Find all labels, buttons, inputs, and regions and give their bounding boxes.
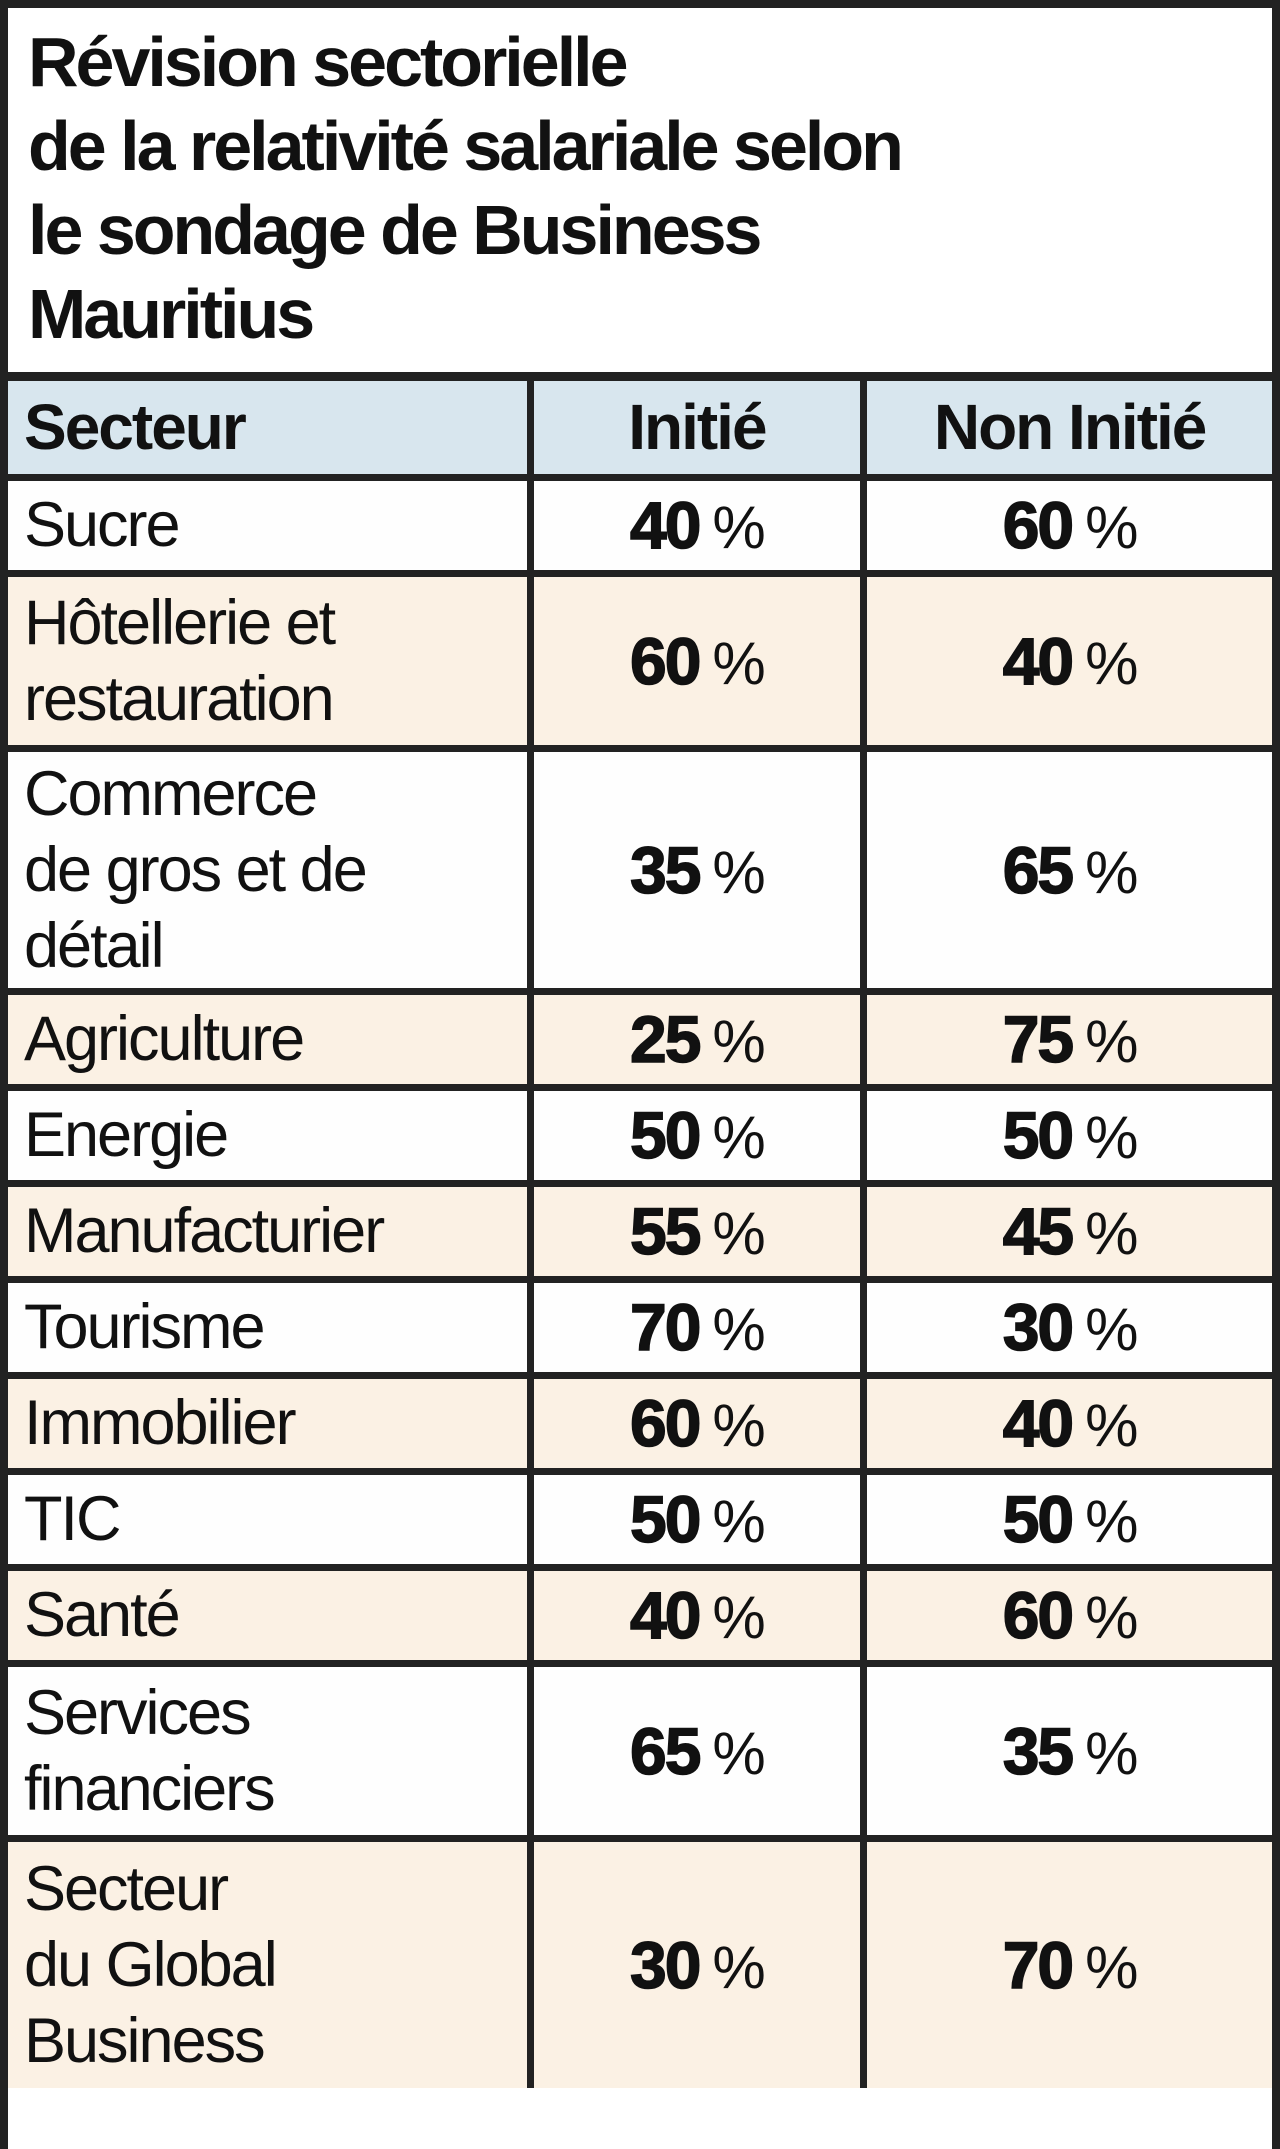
percent-sign: % xyxy=(1085,1104,1138,1171)
sector-name: Secteur du Global Business xyxy=(8,1834,534,2088)
percent-sign: % xyxy=(712,494,765,561)
sector-name: Energie xyxy=(8,1083,534,1187)
sector-name: Services financiers xyxy=(8,1659,534,1842)
table-row-immobilier: Immobilier 60% 40% xyxy=(8,1371,1272,1475)
non-initie-value: 60% xyxy=(860,1563,1272,1667)
sector-name: Manufacturier xyxy=(8,1179,534,1283)
sector-name: Tourisme xyxy=(8,1275,534,1379)
percent-sign: % xyxy=(1085,1392,1138,1459)
percent-sign: % xyxy=(712,1933,765,2001)
percent-sign: % xyxy=(712,1104,765,1171)
non-initie-value: 50% xyxy=(860,1083,1272,1187)
non-initie-value: 45% xyxy=(860,1179,1272,1283)
sector-name: Hôtellerie et restauration xyxy=(8,569,534,752)
column-header-non-initie: Non Initié xyxy=(860,381,1272,481)
data-table: Secteur Initié Non Initié Sucre 40% 60% … xyxy=(8,381,1272,2088)
sector-name: Commerce de gros et de détail xyxy=(8,744,534,995)
initie-value: 60% xyxy=(526,1371,868,1475)
percent-sign: % xyxy=(712,1200,765,1267)
sector-name: Immobilier xyxy=(8,1371,534,1475)
percent-sign: % xyxy=(1085,1719,1138,1787)
non-initie-value: 35% xyxy=(860,1659,1272,1842)
initie-value: 70% xyxy=(526,1275,868,1379)
table-row-global-business: Secteur du Global Business 30% 70% xyxy=(8,1834,1272,2088)
non-initie-value: 40% xyxy=(860,569,1272,752)
initie-value: 25% xyxy=(526,987,868,1091)
graphic-title: Révision sectorielle de la relativité sa… xyxy=(8,8,1272,381)
percent-sign: % xyxy=(712,1488,765,1555)
initie-value: 50% xyxy=(526,1083,868,1187)
percent-sign: % xyxy=(712,629,765,697)
non-initie-value: 30% xyxy=(860,1275,1272,1379)
non-initie-value: 40% xyxy=(860,1371,1272,1475)
initie-value: 35% xyxy=(526,744,868,995)
percent-sign: % xyxy=(1085,1584,1138,1651)
table-row-agriculture: Agriculture 25% 75% xyxy=(8,987,1272,1091)
percent-sign: % xyxy=(712,1584,765,1651)
percent-sign: % xyxy=(1085,494,1138,561)
column-header-initie: Initié xyxy=(526,381,868,481)
percent-sign: % xyxy=(712,838,765,906)
initie-value: 40% xyxy=(526,473,868,577)
table-row-sante: Santé 40% 60% xyxy=(8,1563,1272,1667)
sector-name: Santé xyxy=(8,1563,534,1667)
initie-value: 50% xyxy=(526,1467,868,1571)
percent-sign: % xyxy=(712,1296,765,1363)
table-row-hotellerie: Hôtellerie et restauration 60% 40% xyxy=(8,569,1272,752)
percent-sign: % xyxy=(1085,629,1138,697)
non-initie-value: 65% xyxy=(860,744,1272,995)
sector-name: TIC xyxy=(8,1467,534,1571)
initie-value: 40% xyxy=(526,1563,868,1667)
sector-name: Agriculture xyxy=(8,987,534,1091)
percent-sign: % xyxy=(712,1008,765,1075)
initie-value: 55% xyxy=(526,1179,868,1283)
table-row-commerce: Commerce de gros et de détail 35% 65% xyxy=(8,744,1272,995)
non-initie-value: 50% xyxy=(860,1467,1272,1571)
initie-value: 30% xyxy=(526,1834,868,2088)
percent-sign: % xyxy=(1085,1008,1138,1075)
non-initie-value: 60% xyxy=(860,473,1272,577)
percent-sign: % xyxy=(1085,1488,1138,1555)
table-row-tourisme: Tourisme 70% 30% xyxy=(8,1275,1272,1379)
initie-value: 65% xyxy=(526,1659,868,1842)
percent-sign: % xyxy=(712,1719,765,1787)
table-row-services-financiers: Services financiers 65% 35% xyxy=(8,1659,1272,1842)
column-header-secteur: Secteur xyxy=(8,381,534,481)
percent-sign: % xyxy=(1085,1296,1138,1363)
percent-sign: % xyxy=(1085,1933,1138,2001)
non-initie-value: 70% xyxy=(860,1834,1272,2088)
percent-sign: % xyxy=(712,1392,765,1459)
header-row: Secteur Initié Non Initié xyxy=(8,381,1272,481)
non-initie-value: 75% xyxy=(860,987,1272,1091)
initie-value: 60% xyxy=(526,569,868,752)
table-row-tic: TIC 50% 50% xyxy=(8,1467,1272,1571)
percent-sign: % xyxy=(1085,1200,1138,1267)
table-row-energie: Energie 50% 50% xyxy=(8,1083,1272,1187)
percent-sign: % xyxy=(1085,838,1138,906)
sector-name: Sucre xyxy=(8,473,534,577)
table-row-manufacturier: Manufacturier 55% 45% xyxy=(8,1179,1272,1283)
table-row-sucre: Sucre 40% 60% xyxy=(8,473,1272,577)
